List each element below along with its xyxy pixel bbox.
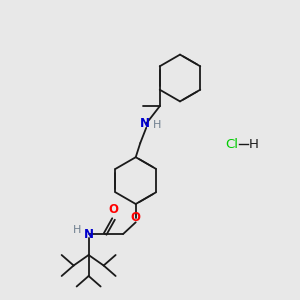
Text: N: N (140, 117, 150, 130)
Text: O: O (131, 211, 141, 224)
Text: Cl: Cl (225, 137, 238, 151)
Text: H: H (153, 120, 161, 130)
Text: N: N (84, 227, 94, 241)
Text: H: H (249, 137, 259, 151)
Text: O: O (109, 203, 118, 216)
Text: H: H (73, 225, 81, 235)
